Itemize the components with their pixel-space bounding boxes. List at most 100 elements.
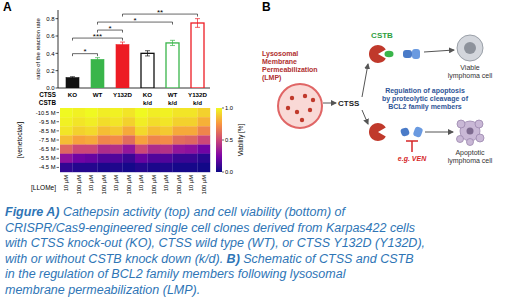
error-bar [120, 42, 125, 47]
caption-line: membrane permeabilization (LMP). [5, 283, 517, 299]
column-label: 100 µM [201, 175, 207, 195]
heatmap-cell [98, 135, 111, 144]
row-label: -9.5 M [39, 119, 56, 125]
heatmap-cell [85, 126, 98, 135]
viable-cell [457, 35, 483, 61]
heatmap-cell [173, 117, 186, 126]
apoptotic-cell [457, 136, 464, 143]
heatmap-cell [148, 117, 161, 126]
bcl2-protein [412, 49, 420, 59]
heatmap-cell [160, 117, 173, 126]
heatmap-cell [110, 154, 123, 163]
caption-line: Figure A) Cathepsin activity (top) and c… [5, 205, 517, 221]
viable-label: Viable [460, 64, 479, 71]
row-label: -4.5 M [39, 164, 56, 170]
column-label: 100 µM [151, 175, 157, 195]
column-label: 100 µM [101, 175, 107, 195]
arrow [425, 132, 453, 133]
bar [141, 53, 154, 88]
heatmap-cell [60, 135, 73, 144]
colorbar-tick [222, 140, 224, 141]
heatmap-cell [173, 135, 186, 144]
bcl2-protein [403, 50, 412, 58]
caption-text: Cathepsin activity (top) and cell viabil… [59, 205, 345, 219]
apoptotic-cell [457, 120, 465, 128]
colorbar-tick-label: 1.0 [225, 105, 233, 111]
bars [66, 19, 204, 88]
apoptotic-label: lymphoma cell [448, 157, 493, 165]
heatmap-cell [123, 108, 136, 117]
error-bar [170, 40, 175, 45]
lmp-label: (LMP) [262, 74, 281, 82]
heatmap-cell [148, 163, 161, 172]
regulation-label: BCL2 family members [388, 103, 462, 111]
heatmap-cell [198, 126, 211, 135]
heatmap-cell [173, 145, 186, 154]
error-bar [195, 19, 200, 28]
heatmap-cell [60, 154, 73, 163]
significance-label: * [108, 24, 111, 33]
caption-text: CRISPR/Cas9-engineered single cell clone… [5, 221, 415, 235]
heatmap-cell [185, 145, 198, 154]
y-axis-label: [venetoclax] [16, 122, 24, 158]
heatmap-cell [73, 145, 86, 154]
apoptotic-cell [467, 139, 474, 146]
column-label: 100 µM [76, 175, 82, 195]
heatmap-cell [123, 154, 136, 163]
heatmap-cell [198, 108, 211, 117]
caption-text: with or without CSTB knock down (k/d). [5, 252, 227, 266]
lysosome-content [286, 106, 290, 110]
y-tick [56, 36, 59, 37]
row-tick [57, 167, 60, 168]
heatmap-cell [123, 145, 136, 154]
error-bar [145, 51, 150, 56]
lysosome-content [295, 110, 299, 114]
heatmap-cell [110, 117, 123, 126]
heatmap-cell [135, 117, 148, 126]
y-tick [56, 18, 59, 19]
arrow [362, 64, 368, 97]
heatmap-cell [185, 154, 198, 163]
apoptotic-cell [475, 120, 483, 128]
heatmap-cell [160, 126, 173, 135]
significance-label: * [83, 47, 86, 56]
heatmap-cell [60, 117, 73, 126]
heatmap-cell [123, 135, 136, 144]
heatmap-cell [135, 145, 148, 154]
heatmap-cell [110, 145, 123, 154]
y-tick-label: 0.2 [46, 68, 55, 74]
inhibition [406, 141, 418, 152]
heatmap-cell [85, 154, 98, 163]
heatmap-cell [198, 154, 211, 163]
colorbar [216, 108, 222, 172]
heatmap-cell [160, 154, 173, 163]
heatmap-cell [135, 163, 148, 172]
row-title: CTSS [39, 91, 56, 98]
y-tick-label: 0.8 [46, 16, 55, 22]
heatmap-cell [110, 126, 123, 135]
row-label: -10.5 M [36, 110, 56, 116]
y-tick-label: 0.4 [46, 51, 55, 57]
row-label: -5.5 M [39, 155, 56, 161]
colorbar-label: Viability [%] [237, 124, 245, 157]
heatmap-cell [110, 108, 123, 117]
row-tick [57, 158, 60, 159]
heatmap-cell [85, 108, 98, 117]
heatmap-cell [98, 117, 111, 126]
y-axis-label: ratio of the reaction rate [35, 18, 41, 79]
heatmap-cell [98, 154, 111, 163]
caption-line: in the regulation of BCL2 family members… [5, 267, 517, 283]
ctss-label: CTSS [338, 99, 360, 108]
heatmap-cell [73, 135, 86, 144]
category-label: WT [93, 91, 103, 98]
bar [116, 45, 129, 88]
heatmap-cell [110, 163, 123, 172]
heatmap-cell [160, 145, 173, 154]
panel-label: B [262, 0, 271, 14]
caption-line: with CTSS knock-out (KO), CTSS wild type… [5, 236, 517, 252]
heatmap-cell [160, 135, 173, 144]
heatmap-cell [98, 145, 111, 154]
arrow [323, 103, 336, 104]
lysosome-content [311, 98, 315, 102]
heatmap-cell [173, 126, 186, 135]
